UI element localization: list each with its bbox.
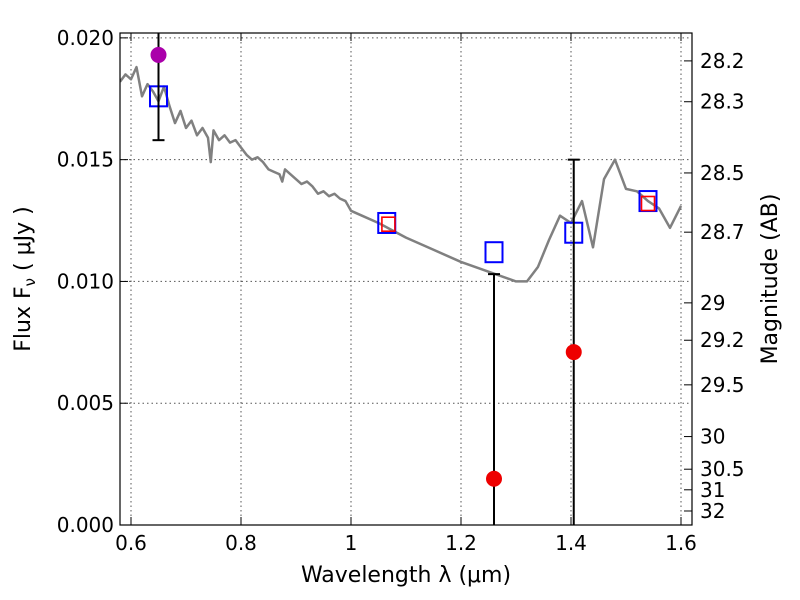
- y-tick-label: 0.010: [57, 269, 114, 293]
- x-tick-label: 1: [345, 531, 358, 555]
- observed-flux-point: [565, 344, 582, 361]
- y-axis-label-sub: ν: [21, 278, 39, 286]
- y-axis-label: Flux Fν ( μJy ): [11, 206, 39, 351]
- y-axis-label-main: Flux F: [11, 286, 36, 351]
- magnitude-tick-label: 28.7: [700, 220, 745, 244]
- magnitude-tick-label: 28.2: [700, 49, 745, 73]
- magnitude-tick-label: 29.2: [700, 328, 745, 352]
- magnitude-axis-label: Magnitude (AB): [758, 194, 783, 365]
- error-bars: [150, 33, 582, 525]
- y-axis-label-unit: ( μJy ): [11, 206, 36, 278]
- magnitude-tick-label: 29: [700, 291, 725, 315]
- x-tick-label: 0.8: [225, 531, 257, 555]
- data-layer: [120, 65, 683, 283]
- x-tick-label: 1.2: [445, 531, 477, 555]
- magnitude-tick-label: 29.5: [700, 373, 745, 397]
- magnitude-tick-label: 30.5: [700, 457, 745, 481]
- y-tick-label: 0.000: [57, 513, 114, 537]
- x-tick-label: 1.4: [555, 531, 587, 555]
- x-tick-label: 0.6: [115, 531, 147, 555]
- magnitude-tick-label: 31: [700, 478, 725, 502]
- observed-flux-point: [486, 470, 502, 487]
- x-tick-label: 1.6: [665, 531, 697, 555]
- observed-flux-point: [150, 46, 167, 63]
- y-tick-label: 0.005: [57, 391, 114, 415]
- x-axis-label: Wavelength λ (μm): [301, 563, 511, 588]
- tick-layer: 0.6 0.8 1 1.2 1.4 1.6 0.000 0.005 0.010 0.015 0.02…: [57, 26, 745, 555]
- y-tick-label: 0.020: [57, 26, 114, 50]
- magnitude-tick-label: 32: [700, 499, 725, 523]
- grid-layer: [120, 33, 692, 526]
- magnitude-tick-label: 28.3: [700, 90, 745, 114]
- magnitude-tick-label: 30: [700, 425, 725, 449]
- spectrum-line: [120, 65, 683, 283]
- model-flux-square: [381, 216, 396, 232]
- y-tick-label: 0.015: [57, 148, 114, 172]
- plot-frame: [119, 32, 693, 526]
- magnitude-tick-label: 28.5: [700, 161, 745, 185]
- model-flux-square: [640, 195, 656, 212]
- model-photometry-square: [484, 241, 504, 264]
